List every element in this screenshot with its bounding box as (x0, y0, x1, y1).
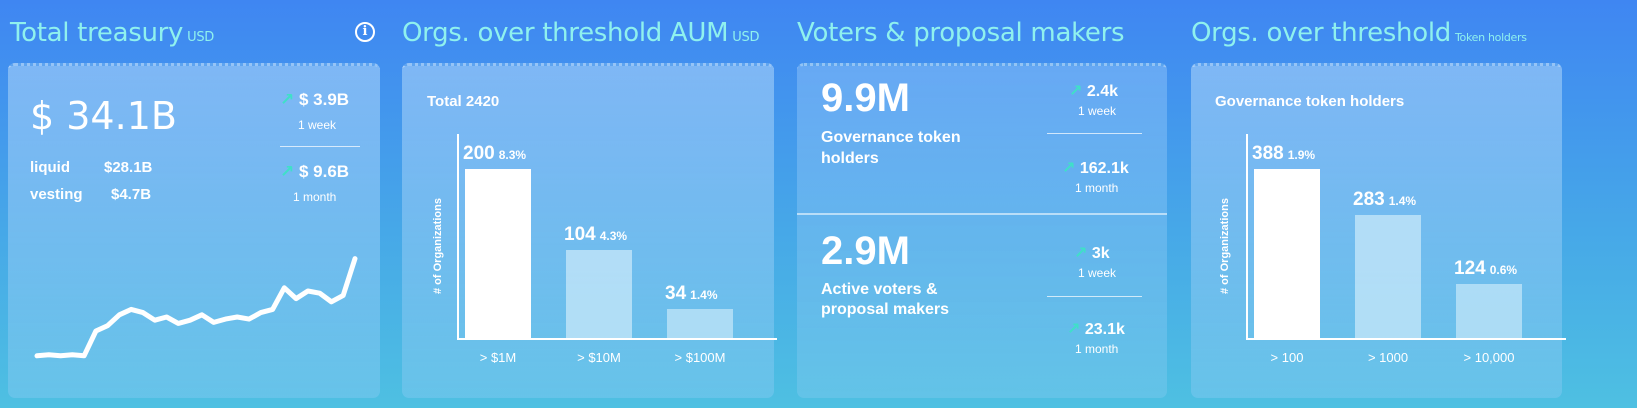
holders-unit: Token holders (1454, 31, 1527, 44)
aum-total: Total 2420 (427, 93, 500, 110)
aum-title-text: Orgs. over threshold AUM (402, 18, 729, 48)
aum-bar-percent: 4.3% (599, 229, 628, 244)
holders-month-period: 1 month (1075, 181, 1119, 195)
trend-up-icon: ↗ (1062, 160, 1076, 177)
holders-x-tick: > 1000 (1367, 350, 1409, 365)
aum-bar-value: 200 (463, 143, 495, 164)
vesting-label: vesting (30, 186, 83, 203)
holders-label-1: Governance token (821, 129, 961, 146)
active-week-change: ↗ 3k (1074, 243, 1110, 263)
treasury-total: $ 34.1B (30, 94, 177, 138)
aum-bar (667, 309, 733, 338)
treasury-week-value: $ 3.9B (298, 90, 350, 109)
holders-week-change: ↗ 2.4k (1069, 81, 1118, 101)
holders-bar-value: 124 (1454, 257, 1486, 279)
aum-bar (465, 169, 531, 338)
holders-month-change: ↗ 162.1k (1062, 158, 1129, 178)
info-icon[interactable]: i (355, 22, 375, 42)
aum-x-tick: > $10M (577, 350, 621, 365)
active-week-value: 3k (1091, 245, 1110, 262)
treasury-sparkline (34, 256, 358, 359)
holders-bar (1456, 283, 1522, 338)
holders-subtitle: Governance token holders (1215, 93, 1405, 110)
divider (1047, 133, 1142, 134)
active-month-period: 1 month (1075, 342, 1119, 356)
aum-bar-value: 104 (564, 224, 596, 246)
treasury-week-change: ↗ $ 3.9B (280, 90, 349, 110)
sparkline-line (34, 256, 358, 359)
trend-up-icon: ↗ (1074, 245, 1088, 262)
aum-unit: USD (732, 30, 760, 45)
trend-up-icon: ↗ (1069, 83, 1083, 100)
trend-up-icon: ↗ (1067, 321, 1081, 338)
trend-up-icon: ↗ (280, 162, 295, 181)
treasury-month-change: ↗ $ 9.6B (280, 162, 349, 182)
aum-x-tick: > $100M (674, 350, 726, 365)
voters-section: Voters & proposal makers 9.9M Governance… (797, 0, 1167, 408)
holders-week-value: 2.4k (1086, 83, 1118, 100)
treasury-unit: USD (187, 30, 215, 45)
aum-bar-value: 34 (665, 283, 687, 305)
holders-bar-label: 283 1.4% (1353, 189, 1416, 211)
holders-y-axis (1246, 134, 1248, 338)
holders-bar-label: 388 1.9% (1252, 143, 1315, 165)
holders-bar-percent: 0.6% (1489, 262, 1518, 277)
holders-section: Orgs. over threshold Token holders Govern… (1191, 0, 1566, 408)
active-label-1: Active voters & (821, 281, 938, 298)
holders-title-text: Orgs. over threshold (1191, 18, 1451, 48)
aum-bar-label: 200 8.3% (463, 143, 526, 165)
active-month-change: ↗ 23.1k (1067, 319, 1125, 339)
treasury-month-value: $ 9.6B (298, 162, 350, 181)
holders-chart: 388 1.9% > 100 283 1.4% > 1000 124 0.6% > 10,000 (1191, 66, 1566, 401)
holders-x-tick: > 10,000 (1463, 350, 1515, 365)
aum-bar-label: 34 1.4% (665, 283, 718, 305)
aum-y-axis (457, 134, 459, 338)
holders-bar (1254, 169, 1320, 338)
aum-bar-percent: 1.4% (690, 288, 718, 303)
holders-card: Governance token holders # of Organizati… (1191, 63, 1566, 401)
holders-x-tick: > 100 (1270, 350, 1304, 365)
treasury-week-period: 1 week (298, 118, 337, 132)
treasury-card: $ 34.1B liquid $28.1B vesting $4.7B ↗ $ … (8, 63, 380, 398)
divider (280, 146, 360, 147)
active-value: 2.9M (821, 229, 910, 273)
holders-bar-percent: 1.9% (1287, 148, 1316, 162)
aum-title: Orgs. over threshold AUM USD (402, 18, 759, 48)
holders-week-period: 1 week (1078, 104, 1117, 118)
voters-title: Voters & proposal makers (797, 18, 1125, 48)
aum-section: Orgs. over threshold AUM USD Total 2420 #… (402, 0, 777, 408)
holders-bar-label: 124 0.6% (1454, 258, 1517, 280)
aum-x-tick: > $1M (479, 350, 517, 365)
holders-bar-value: 388 (1252, 143, 1284, 164)
aum-card: Total 2420 # of Organizations 200 8.3% > $… (402, 63, 777, 401)
liquid-label: liquid (30, 159, 70, 176)
aum-x-axis (457, 338, 777, 340)
holders-month-value: 162.1k (1079, 160, 1129, 177)
holders-value: 9.9M (821, 76, 910, 120)
aum-chart: 200 8.3% > $1M 104 4.3% > $10M 34 1.4% > $100M (402, 66, 777, 401)
treasury-title-text: Total treasury (10, 18, 184, 48)
treasury-month-period: 1 month (293, 190, 337, 204)
divider (1047, 296, 1142, 297)
aum-bar-label: 104 4.3% (564, 224, 627, 246)
trend-up-icon: ↗ (280, 90, 295, 109)
holders-x-axis (1246, 338, 1566, 340)
active-week-period: 1 week (1078, 266, 1117, 280)
section-divider (797, 213, 1167, 215)
treasury-section: Total treasury USD i $ 34.1B liquid $28.1… (8, 0, 380, 408)
liquid-value: $28.1B (104, 159, 153, 176)
voters-card: 9.9M Governance token holders ↗ 2.4k 1 w… (797, 63, 1167, 398)
aum-bar-percent: 8.3% (498, 148, 527, 162)
holders-bar-percent: 1.4% (1388, 193, 1417, 208)
holders-title: Orgs. over threshold Token holders (1191, 18, 1527, 48)
treasury-title: Total treasury USD (10, 18, 214, 48)
vesting-value: $4.7B (111, 186, 152, 203)
aum-bar (566, 250, 632, 338)
holders-bar-value: 283 (1353, 188, 1385, 210)
holders-bar (1355, 214, 1421, 338)
active-label-2: proposal makers (821, 301, 950, 318)
active-month-value: 23.1k (1084, 321, 1125, 338)
holders-label-2: holders (821, 150, 879, 167)
